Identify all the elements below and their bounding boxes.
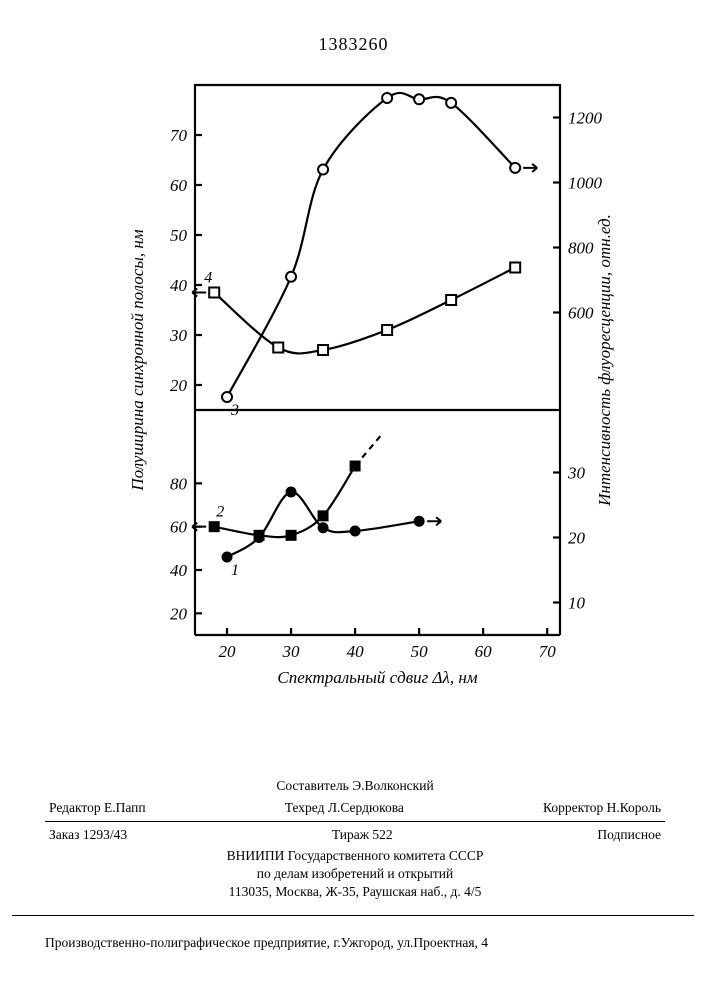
svg-text:40: 40 — [347, 642, 365, 661]
subscription-line: Подписное — [597, 826, 661, 844]
corrector-line: Корректор Н.Король — [543, 799, 661, 817]
svg-text:60: 60 — [170, 518, 188, 537]
svg-text:60: 60 — [475, 642, 493, 661]
svg-text:70: 70 — [170, 126, 188, 145]
divider — [45, 821, 665, 822]
patent-number: 1383260 — [0, 34, 707, 55]
svg-text:40: 40 — [170, 561, 188, 580]
chart-svg: 20 30 40 50 60 70 20 30 40 50 60 70 600 800 1000 1200 20… — [115, 70, 615, 720]
svg-text:1200: 1200 — [568, 109, 603, 128]
address-line: 113035, Москва, Ж-35, Раушская наб., д. … — [45, 883, 665, 901]
page: 1383260 20 30 40 50 60 70 20 30 40 50 60 70 600 800 10… — [0, 0, 707, 1000]
svg-text:50: 50 — [170, 226, 188, 245]
svg-text:4: 4 — [204, 270, 212, 287]
printer-line: Производственно-полиграфическое предприя… — [45, 935, 665, 951]
footer-block: Составитель Э.Волконский Редактор Е.Папп… — [45, 775, 665, 901]
order-line: Заказ 1293/43 — [49, 826, 127, 844]
svg-text:40: 40 — [170, 276, 188, 295]
svg-text:30: 30 — [567, 464, 586, 483]
svg-text:70: 70 — [539, 642, 557, 661]
svg-text:30: 30 — [282, 642, 301, 661]
svg-text:600: 600 — [568, 304, 594, 323]
svg-text:800: 800 — [568, 239, 594, 258]
svg-text:Интенсивность флуоресценции, о: Интенсивность флуоресценции, отн.ед. — [595, 214, 614, 507]
svg-text:1000: 1000 — [568, 174, 603, 193]
org-line-1: ВНИИПИ Государственного комитета СССР — [45, 847, 665, 865]
svg-text:Полуширина синхронной полосы,: Полуширина синхронной полосы, нм — [128, 229, 147, 491]
tirazh-line: Тираж 522 — [332, 826, 393, 844]
org-line-2: по делам изобретений и открытий — [45, 865, 665, 883]
svg-text:3: 3 — [230, 402, 239, 419]
svg-text:20: 20 — [219, 642, 237, 661]
svg-text:20: 20 — [170, 376, 188, 395]
svg-text:1: 1 — [231, 562, 239, 579]
techred-line: Техред Л.Сердюкова — [285, 799, 404, 817]
svg-text:80: 80 — [170, 474, 188, 493]
svg-text:Спектральный сдвиг Δλ, нм: Спектральный сдвиг Δλ, нм — [277, 668, 477, 687]
svg-text:30: 30 — [169, 326, 188, 345]
svg-text:20: 20 — [568, 529, 586, 548]
divider-full — [12, 915, 694, 916]
svg-text:50: 50 — [411, 642, 429, 661]
svg-text:10: 10 — [568, 594, 586, 613]
svg-text:2: 2 — [216, 504, 224, 521]
composer-line: Составитель Э.Волконский — [276, 777, 433, 795]
svg-text:20: 20 — [170, 604, 188, 623]
editor-line: Редактор Е.Папп — [49, 799, 146, 817]
svg-text:60: 60 — [170, 176, 188, 195]
chart-figure: 20 30 40 50 60 70 20 30 40 50 60 70 600 800 1000 1200 20… — [115, 70, 615, 720]
